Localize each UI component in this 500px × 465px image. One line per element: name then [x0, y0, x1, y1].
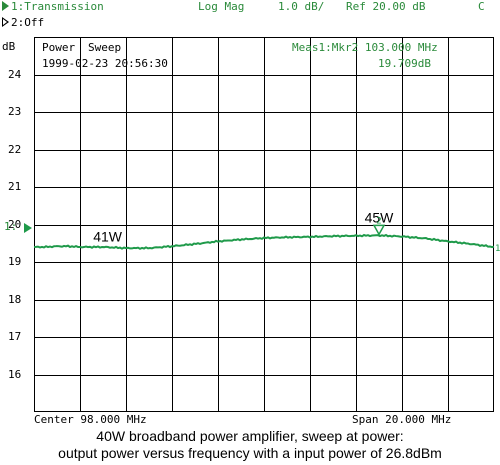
- center-frequency: Center 98.000 MHz: [34, 413, 147, 426]
- end-marker-label: 1: [495, 244, 500, 254]
- ref-level-arrow-icon: [24, 223, 32, 234]
- channel1-label[interactable]: 1:Transmission: [2, 0, 104, 13]
- ref-label: Ref 20.00 dB: [346, 0, 426, 13]
- channel1-active-icon: [2, 1, 9, 11]
- flag-label: C: [478, 0, 485, 13]
- span-frequency: Span 20.000 MHz: [352, 413, 452, 426]
- y-tick-label: 22: [8, 142, 22, 156]
- ref-level-label: 1:: [4, 220, 18, 234]
- marker-readout: Meas1:Mkr2 103.000 MHz: [292, 41, 438, 54]
- marker-2-label: 2: [376, 216, 381, 226]
- format-label: Log Mag: [198, 0, 245, 13]
- caption-line-2: output power versus frequency with a inp…: [58, 445, 442, 461]
- mode-power: Power: [42, 41, 76, 54]
- y-tick-label: 16: [8, 367, 22, 381]
- y-tick-label: 18: [8, 292, 22, 306]
- y-tick-label: 19: [8, 255, 22, 268]
- marker-value: 19.709dB: [378, 57, 431, 70]
- trace-annotation: 45W: [365, 210, 395, 226]
- y-unit-label: dB: [2, 40, 16, 53]
- scale-label: 1.0 dB/: [278, 0, 325, 13]
- y-tick-label: 24: [8, 67, 22, 81]
- y-tick-label: 21: [8, 180, 22, 193]
- trace-annotation: 41W: [93, 228, 123, 244]
- mode-sweep: Sweep: [88, 41, 122, 54]
- y-tick-label: 23: [8, 105, 22, 118]
- channel2-label[interactable]: 2:Off: [2, 16, 44, 29]
- y-tick-label: 20: [8, 217, 22, 231]
- channel2-off-icon: [2, 17, 9, 27]
- marker-2-icon: [372, 224, 386, 236]
- plot-area: 41W 45W 2 1: [33, 37, 500, 412]
- y-tick-label: 17: [8, 330, 22, 343]
- trace-line: [33, 233, 495, 250]
- datetime: 1999-02-23 20:56:30: [42, 57, 168, 70]
- caption-line-1: 40W broadband power amplifier, sweep at …: [96, 428, 404, 444]
